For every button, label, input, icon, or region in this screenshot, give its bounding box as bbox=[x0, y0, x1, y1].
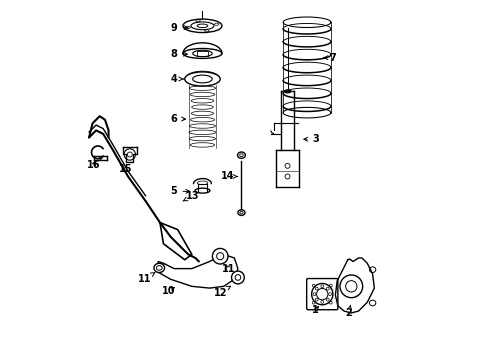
Text: 12: 12 bbox=[214, 286, 231, 298]
Circle shape bbox=[235, 275, 241, 280]
Text: 16: 16 bbox=[87, 160, 100, 170]
Text: 3: 3 bbox=[304, 134, 319, 144]
Text: 5: 5 bbox=[171, 186, 190, 196]
Circle shape bbox=[232, 271, 245, 284]
Circle shape bbox=[217, 253, 224, 260]
Text: 8: 8 bbox=[171, 49, 187, 59]
Text: 15: 15 bbox=[119, 165, 132, 174]
Text: 9: 9 bbox=[171, 23, 188, 33]
Text: 11: 11 bbox=[138, 273, 155, 284]
Text: 7: 7 bbox=[324, 53, 336, 63]
Ellipse shape bbox=[154, 263, 165, 273]
Text: 2: 2 bbox=[345, 305, 352, 318]
Text: 1: 1 bbox=[312, 305, 318, 315]
Text: 13: 13 bbox=[183, 191, 199, 201]
Text: 4: 4 bbox=[171, 74, 183, 84]
Circle shape bbox=[212, 248, 228, 264]
Text: 6: 6 bbox=[171, 114, 186, 124]
Text: 10: 10 bbox=[162, 285, 175, 296]
Text: 14: 14 bbox=[221, 171, 238, 181]
Text: 11: 11 bbox=[222, 264, 236, 274]
Ellipse shape bbox=[156, 266, 162, 270]
